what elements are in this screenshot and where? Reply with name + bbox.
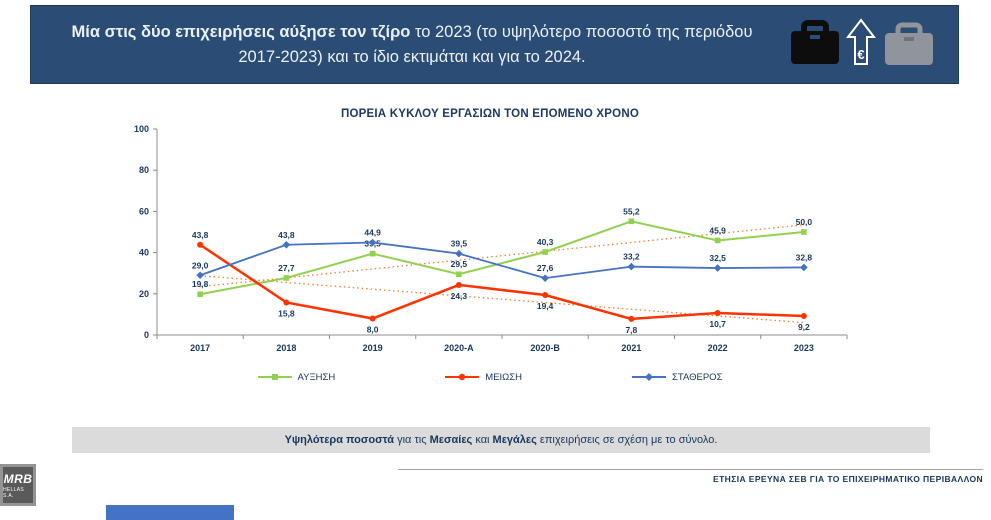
svg-text:2017: 2017 [190, 343, 210, 353]
briefcase-gray-icon [885, 22, 933, 65]
footer-accent-bar [106, 505, 234, 520]
legend-sample-increase [257, 374, 292, 380]
svg-text:43,8: 43,8 [278, 230, 295, 240]
svg-text:19,4: 19,4 [537, 301, 554, 311]
mrb-logo-text: MRB [3, 471, 33, 486]
svg-text:40: 40 [139, 248, 149, 258]
legend-item-stable: ΣΤΑΘΕΡΟΣ [632, 371, 722, 383]
euro-up-arrow-icon: € [845, 18, 877, 65]
legend-sample-stable [632, 373, 667, 381]
briefcase-dark-icon [791, 20, 839, 64]
banner-bold-text: Μία στις δύο επιχειρήσεις αύξησε τον τζί… [71, 22, 411, 41]
svg-text:19,8: 19,8 [192, 279, 209, 289]
svg-text:33,2: 33,2 [623, 252, 640, 262]
svg-text:2022: 2022 [708, 343, 728, 353]
svg-text:8,0: 8,0 [367, 325, 379, 335]
svg-text:20: 20 [139, 289, 149, 299]
svg-text:2020-A: 2020-A [444, 343, 474, 353]
svg-text:60: 60 [139, 206, 149, 216]
svg-text:27,7: 27,7 [278, 263, 295, 273]
footer-divider [398, 469, 983, 470]
chart-title: ΠΟΡΕΙΑ ΚΥΚΛΟΥ ΕΡΓΑΣΙΩΝ ΤΟΝ ΕΠΟΜΕΝΟ ΧΡΟΝΟ [341, 108, 639, 120]
legend-sample-decrease [445, 373, 480, 381]
banner-regular-text: το 2023 (το υψηλότερο ποσοστό της περιόδ… [238, 22, 753, 66]
mrb-logo: MRB HELLAS S.A. [0, 464, 36, 506]
svg-text:43,8: 43,8 [192, 230, 209, 240]
svg-text:9,2: 9,2 [798, 322, 810, 332]
legend-label-decrease: ΜΕΙΩΣΗ [485, 371, 523, 383]
svg-text:32,8: 32,8 [796, 252, 813, 262]
legend-label-increase: ΑΥΞΗΣΗ [297, 371, 336, 383]
chart-legend: ΑΥΞΗΣΗ ΜΕΙΩΣΗ ΣΤΑΘΕΡΟΣ [95, 371, 885, 383]
svg-text:2020-B: 2020-B [530, 343, 560, 353]
footer-caption: ΕΤΗΣΙΑ ΕΡΕΥΝΑ ΣΕΒ ΓΙΑ ΤΟ ΕΠΙΧΕΙΡΗΜΑΤΙΚΟ … [713, 474, 983, 484]
svg-text:15,8: 15,8 [278, 308, 295, 318]
svg-text:40,3: 40,3 [537, 237, 554, 247]
legend-label-stable: ΣΤΑΘΕΡΟΣ [672, 371, 723, 383]
footnote-text: Υψηλότερα ποσοστά για τις Μεσαίες και Με… [284, 434, 718, 446]
line-chart: 0 20 40 60 80 100 2017 2018 2019 2020-A 2020-B 2021… [134, 124, 848, 353]
svg-text:32,5: 32,5 [709, 253, 726, 263]
svg-text:24,3: 24,3 [451, 291, 468, 301]
svg-text:100: 100 [134, 124, 149, 134]
svg-text:10,7: 10,7 [709, 319, 726, 329]
svg-text:2018: 2018 [276, 343, 296, 353]
legend-item-increase: ΑΥΞΗΣΗ [257, 371, 336, 383]
svg-text:2023: 2023 [794, 343, 814, 353]
legend-item-decrease: ΜΕΙΩΣΗ [445, 371, 522, 383]
banner-text: Μία στις δύο επιχειρήσεις αύξησε τον τζί… [51, 6, 773, 83]
header-banner: Μία στις δύο επιχειρήσεις αύξησε τον τζί… [30, 5, 959, 84]
svg-text:44,9: 44,9 [364, 228, 381, 238]
svg-text:29,0: 29,0 [192, 260, 209, 270]
svg-text:2019: 2019 [363, 343, 383, 353]
chart-section: ΠΟΡΕΙΑ ΚΥΚΛΟΥ ΕΡΓΑΣΙΩΝ ΤΟΝ ΕΠΟΜΕΝΟ ΧΡΟΝΟ… [95, 104, 885, 383]
banner-icons: € [791, 18, 933, 65]
footnote-strip: Υψηλότερα ποσοστά για τις Μεσαίες και Με… [72, 427, 930, 453]
svg-text:2021: 2021 [621, 343, 641, 353]
svg-text:7,8: 7,8 [625, 325, 637, 335]
svg-text:45,9: 45,9 [709, 225, 726, 235]
svg-text:55,2: 55,2 [623, 206, 640, 216]
svg-text:27,6: 27,6 [537, 263, 554, 273]
svg-text:29,5: 29,5 [451, 259, 468, 269]
svg-text:€: € [857, 47, 864, 62]
svg-text:80: 80 [139, 165, 149, 175]
svg-text:0: 0 [144, 330, 149, 340]
mrb-logo-subtext: HELLAS S.A. [3, 486, 24, 499]
svg-text:50,0: 50,0 [796, 217, 813, 227]
svg-text:39,5: 39,5 [451, 239, 468, 249]
